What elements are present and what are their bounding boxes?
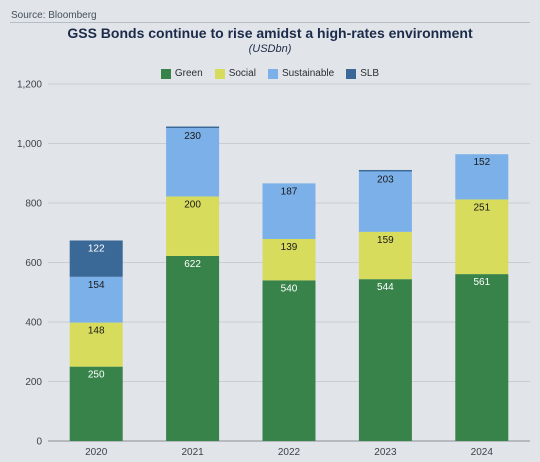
legend-swatch-green [160,68,171,79]
bar-social-2020 [69,322,123,367]
value-label-green-2024: 561 [473,277,490,288]
x-tick-label: 2023 [374,447,397,458]
legend-item-green: Green [160,68,203,79]
value-label-social-2022: 139 [281,242,298,253]
value-label-social-2024: 251 [473,202,490,213]
y-tick-label: 200 [25,377,42,388]
bar-social-2023 [358,231,412,280]
bar-slb-2021 [166,126,220,129]
bar-green-2021 [166,255,220,441]
y-tick-label: 1,000 [17,139,42,150]
chart-subtitle: (USDbn) [248,43,292,55]
value-label-social-2023: 159 [377,235,394,246]
bar-green-2020 [69,366,123,441]
bar-slb-2020 [69,240,123,277]
source-note: Source: Bloomberg [11,10,97,21]
bar-sustainable-2023 [358,171,412,232]
value-label-social-2020: 148 [88,326,105,337]
bar-sustainable-2020 [69,276,123,323]
x-tick-label: 2024 [471,447,494,458]
bar-slb-2023 [358,169,412,172]
legend-label-green: Green [174,68,203,79]
value-label-sustainable-2023: 203 [377,174,394,185]
bar-sustainable-2024 [455,154,509,200]
y-tick-label: 800 [25,199,42,210]
bar-social-2021 [166,196,220,256]
value-label-sustainable-2021: 230 [184,131,201,142]
value-label-social-2021: 200 [184,199,201,210]
y-tick-label: 600 [25,258,42,269]
value-label-green-2020: 250 [88,370,105,381]
value-label-green-2023: 544 [377,282,394,293]
x-tick-label: 2022 [278,447,301,458]
bar-social-2024 [455,199,509,275]
value-label-sustainable-2020: 154 [88,280,105,291]
legend-item-slb: SLB [346,68,379,79]
bar-sustainable-2021 [166,128,220,197]
chart-title: GSS Bonds continue to rise amidst a high… [67,25,473,41]
y-tick-label: 1,200 [17,80,42,91]
legend-swatch-slb [346,68,357,79]
legend-item-sustainable: Sustainable [267,68,335,79]
legend-label-social: Social [228,68,256,79]
legend-label-sustainable: Sustainable [281,68,335,79]
bar-green-2023 [358,279,412,441]
value-label-green-2022: 540 [281,283,298,294]
legend-item-social: Social [214,68,256,79]
header-divider [10,22,530,23]
value-label-sustainable-2022: 187 [281,186,298,197]
value-label-green-2021: 622 [184,259,201,270]
bar-green-2024 [455,274,509,441]
x-tick-label: 2021 [181,447,204,458]
y-tick-label: 400 [25,318,42,329]
chart-legend: Green Social Sustainable SLB [0,68,540,79]
legend-label-slb: SLB [360,68,380,79]
bar-social-2022 [262,238,316,281]
value-label-slb-2020: 122 [88,243,105,254]
bar-sustainable-2022 [262,183,316,239]
value-label-sustainable-2024: 152 [473,157,490,168]
x-tick-label: 2020 [85,447,108,458]
y-tick-label: 0 [36,437,42,448]
legend-swatch-sustainable [267,68,278,79]
bar-green-2022 [262,280,316,441]
legend-swatch-social [214,68,225,79]
